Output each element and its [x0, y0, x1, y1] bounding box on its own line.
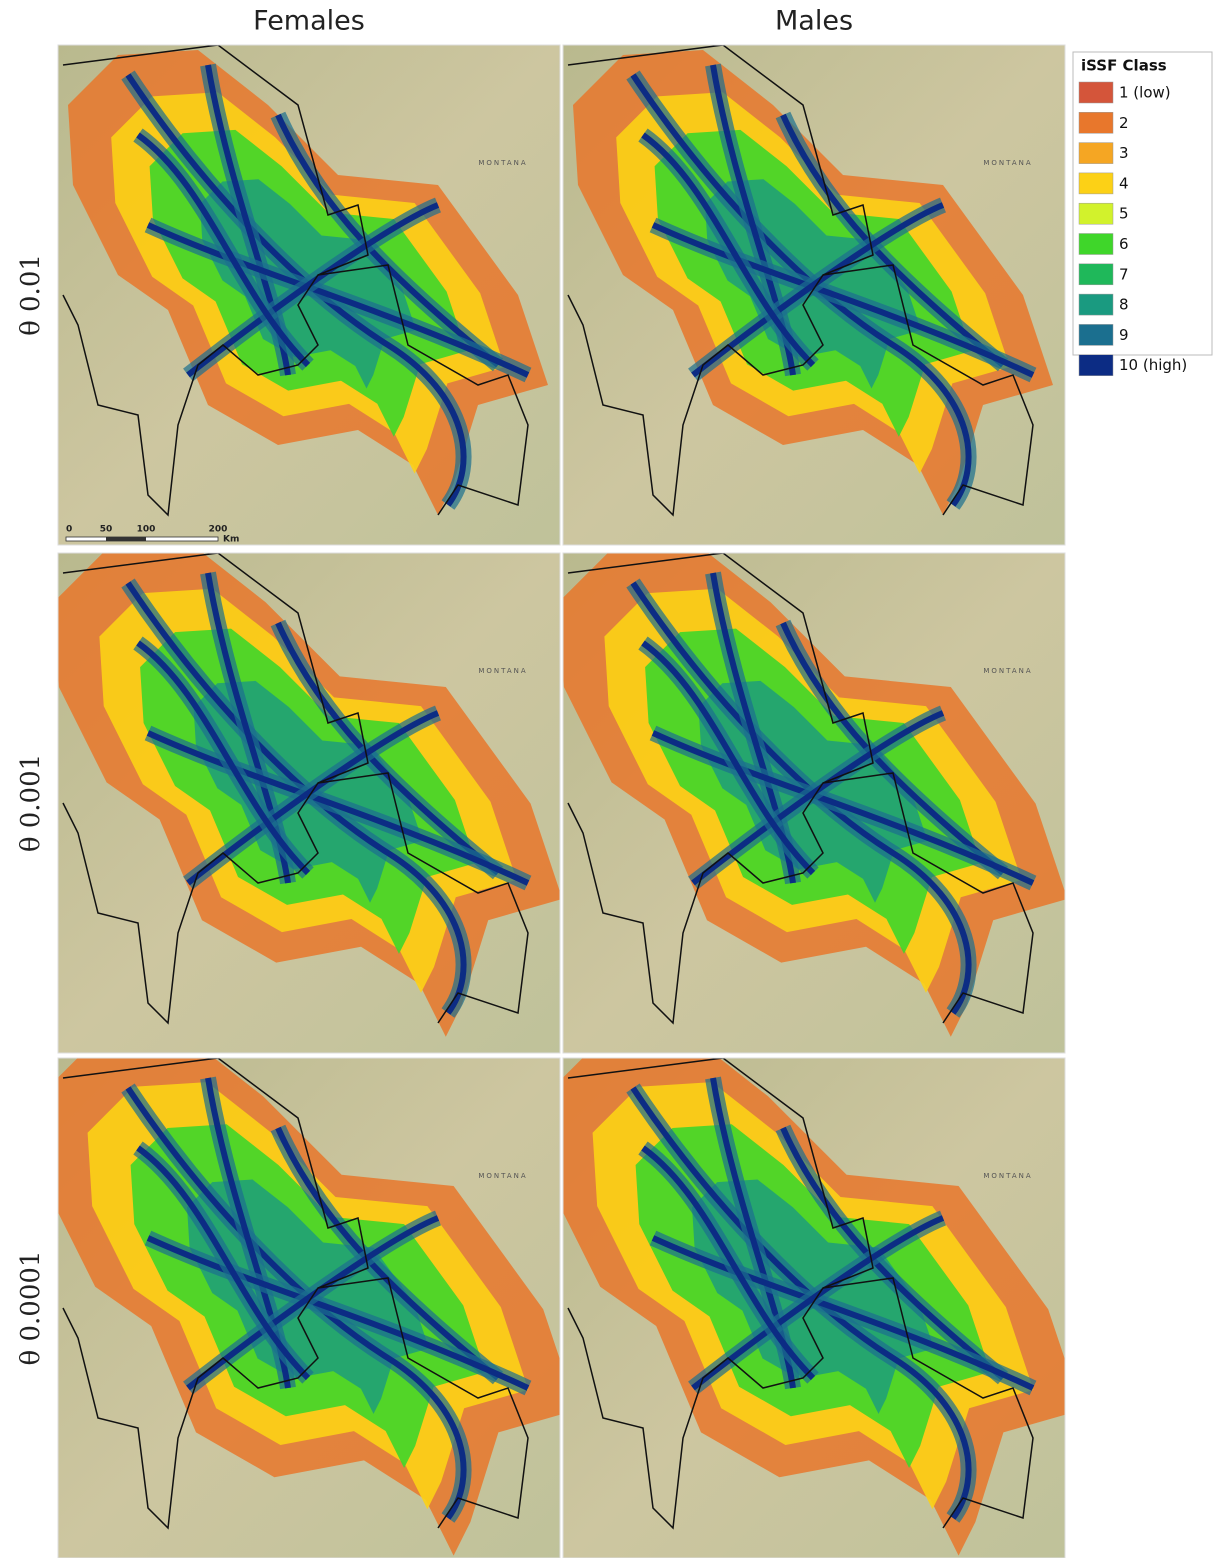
panel-content: MONTANA [54, 544, 563, 1053]
map-panel: MONTANA [39, 1035, 577, 1558]
legend-label: 1 (low) [1119, 84, 1171, 102]
legend-label: 6 [1119, 235, 1129, 253]
map-panel: MONTANA [544, 1035, 1082, 1558]
panel-content: MONTANA [39, 1035, 577, 1558]
row-label: θ 0.01 [16, 254, 46, 336]
legend-label: 2 [1119, 114, 1129, 132]
scale-bar [106, 537, 146, 541]
map-panel: MONTANA [54, 544, 563, 1053]
legend-label: 4 [1119, 174, 1129, 192]
legend-label: 3 [1119, 144, 1129, 162]
map-label: MONTANA [983, 159, 1032, 167]
legend-swatch [1079, 143, 1113, 164]
map-label: MONTANA [478, 1172, 527, 1180]
column-header: Females [253, 6, 365, 37]
column-header: Males [775, 6, 853, 37]
map-panel: MONTANA [559, 544, 1068, 1053]
scale-label: 100 [137, 525, 156, 535]
scale-label: 0 [66, 525, 72, 535]
legend-label: 9 [1119, 326, 1129, 344]
legend-swatch [1079, 234, 1113, 255]
row-label: θ 0.0001 [16, 1251, 46, 1366]
legend-swatch [1079, 264, 1113, 285]
page: {"columns": ["Females", "Males"], "rows"… [0, 0, 1215, 1558]
legend-title: iSSF Class [1081, 57, 1167, 75]
legend-swatch [1079, 203, 1113, 224]
map-label: MONTANA [478, 667, 527, 675]
legend-label: 5 [1119, 205, 1129, 223]
legend-swatch [1079, 112, 1113, 133]
legend-swatch [1079, 355, 1113, 376]
legend-label: 7 [1119, 265, 1129, 283]
scale-label: 50 [100, 525, 113, 535]
row-label: θ 0.001 [16, 754, 46, 852]
legend-swatch [1079, 173, 1113, 194]
map-label: MONTANA [478, 159, 527, 167]
scale-label: 200 [209, 525, 228, 535]
legend: iSSF Class 1 (low) 2 3 4 5 6 7 8 9 10 (high) [1073, 52, 1212, 376]
figure: Females Males θ 0.01 θ 0.001 θ 0.0001 MONTANA… [0, 0, 1215, 1558]
panel-content: MONTANA [563, 45, 1065, 545]
panel-content: MONTANA [544, 1035, 1082, 1558]
panel-content: MONTANA [559, 544, 1068, 1053]
legend-swatch [1079, 324, 1113, 345]
map-label: MONTANA [983, 1172, 1032, 1180]
legend-label: 8 [1119, 296, 1129, 314]
scale-unit: Km [223, 535, 239, 545]
legend-swatch [1079, 82, 1113, 103]
map-label: MONTANA [983, 667, 1032, 675]
map-panel: MONTANA [563, 45, 1065, 545]
legend-swatch [1079, 294, 1113, 315]
legend-label: 10 (high) [1119, 356, 1187, 374]
panel-content: MONTANA [58, 45, 560, 545]
